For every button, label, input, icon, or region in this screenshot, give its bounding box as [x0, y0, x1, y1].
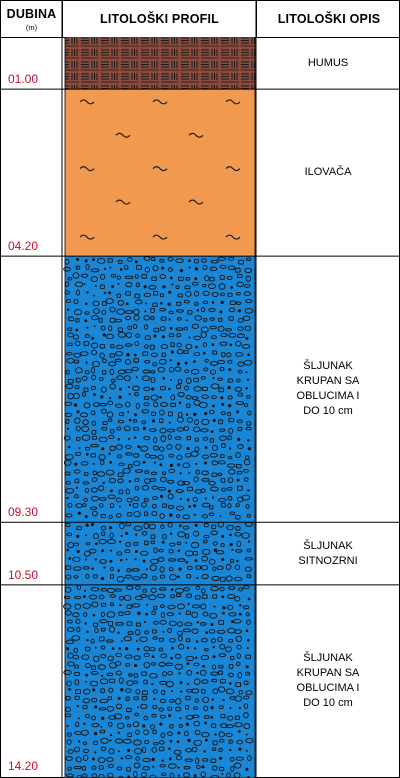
clay-tilde-marks	[79, 99, 241, 240]
depth-label: 10.50	[8, 567, 39, 582]
depth-header-title: DUBINA	[6, 6, 57, 21]
layer-description: ŠLJUNAK KRUPAN SA OBLUCIMA I DO 10 cm	[296, 652, 360, 710]
description-header-title: LITOLOŠKI OPIS	[277, 12, 381, 26]
gravel-pebbles	[63, 584, 254, 778]
layer-description: HUMUS	[307, 56, 349, 69]
description-header: LITOLOŠKI OPIS	[257, 1, 400, 38]
depth-header-unit: (m)	[25, 22, 38, 32]
depth-label: 01.00	[8, 72, 39, 87]
layer-description: ŠLJUNAK KRUPAN SA OBLUCIMA I DO 10 cm	[296, 360, 360, 418]
layer-description: ILOVAČA	[304, 166, 352, 179]
layer-humus	[65, 37, 255, 90]
layer-description: ŠLJUNAK SITNOZRNI	[298, 539, 358, 567]
layer-ilovaca	[65, 89, 255, 257]
profile-header-title: LITOLOŠKI PROFIL	[100, 12, 219, 26]
depth-label: 14.20	[8, 759, 39, 773]
gravel-pebbles	[65, 521, 254, 583]
depth-label: 04.20	[8, 239, 39, 254]
depth-label: 09.30	[8, 505, 39, 520]
